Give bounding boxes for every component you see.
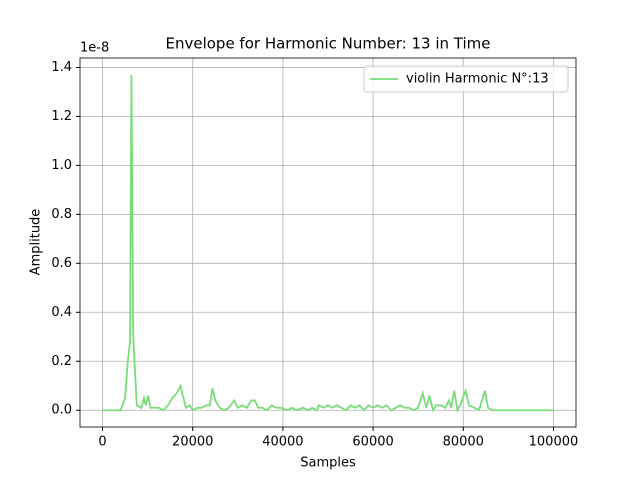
x-tick-label: 20000 [172,435,213,450]
legend-label: violin Harmonic N°:13 [406,72,549,87]
y-tick-label: 0.4 [51,305,72,320]
y-tick-label: 0.6 [51,256,72,271]
legend-box [363,65,569,93]
x-tick-label: 100000 [529,435,579,450]
y-tick-label: 0.2 [51,354,72,369]
y-axis-label: Amplitude [29,209,44,276]
x-tick-label: 60000 [352,435,393,450]
chart-title: Envelope for Harmonic Number: 13 in Time [165,35,490,53]
y-tick-label: 0.0 [51,403,72,418]
y-tick-label: 0.8 [51,207,72,222]
x-tick-label: 40000 [262,435,303,450]
y-tick-label: 1.4 [51,60,72,75]
y-tick-label: 1.0 [51,158,72,173]
axes-frame [79,57,577,428]
x-axis-label: Samples [300,456,356,471]
y-tick-label: 1.2 [51,109,72,124]
y-offset-text: 1e-8 [80,41,109,56]
x-tick-label: 0 [98,435,106,450]
data-line [102,74,554,414]
x-tick-label: 80000 [443,435,484,450]
